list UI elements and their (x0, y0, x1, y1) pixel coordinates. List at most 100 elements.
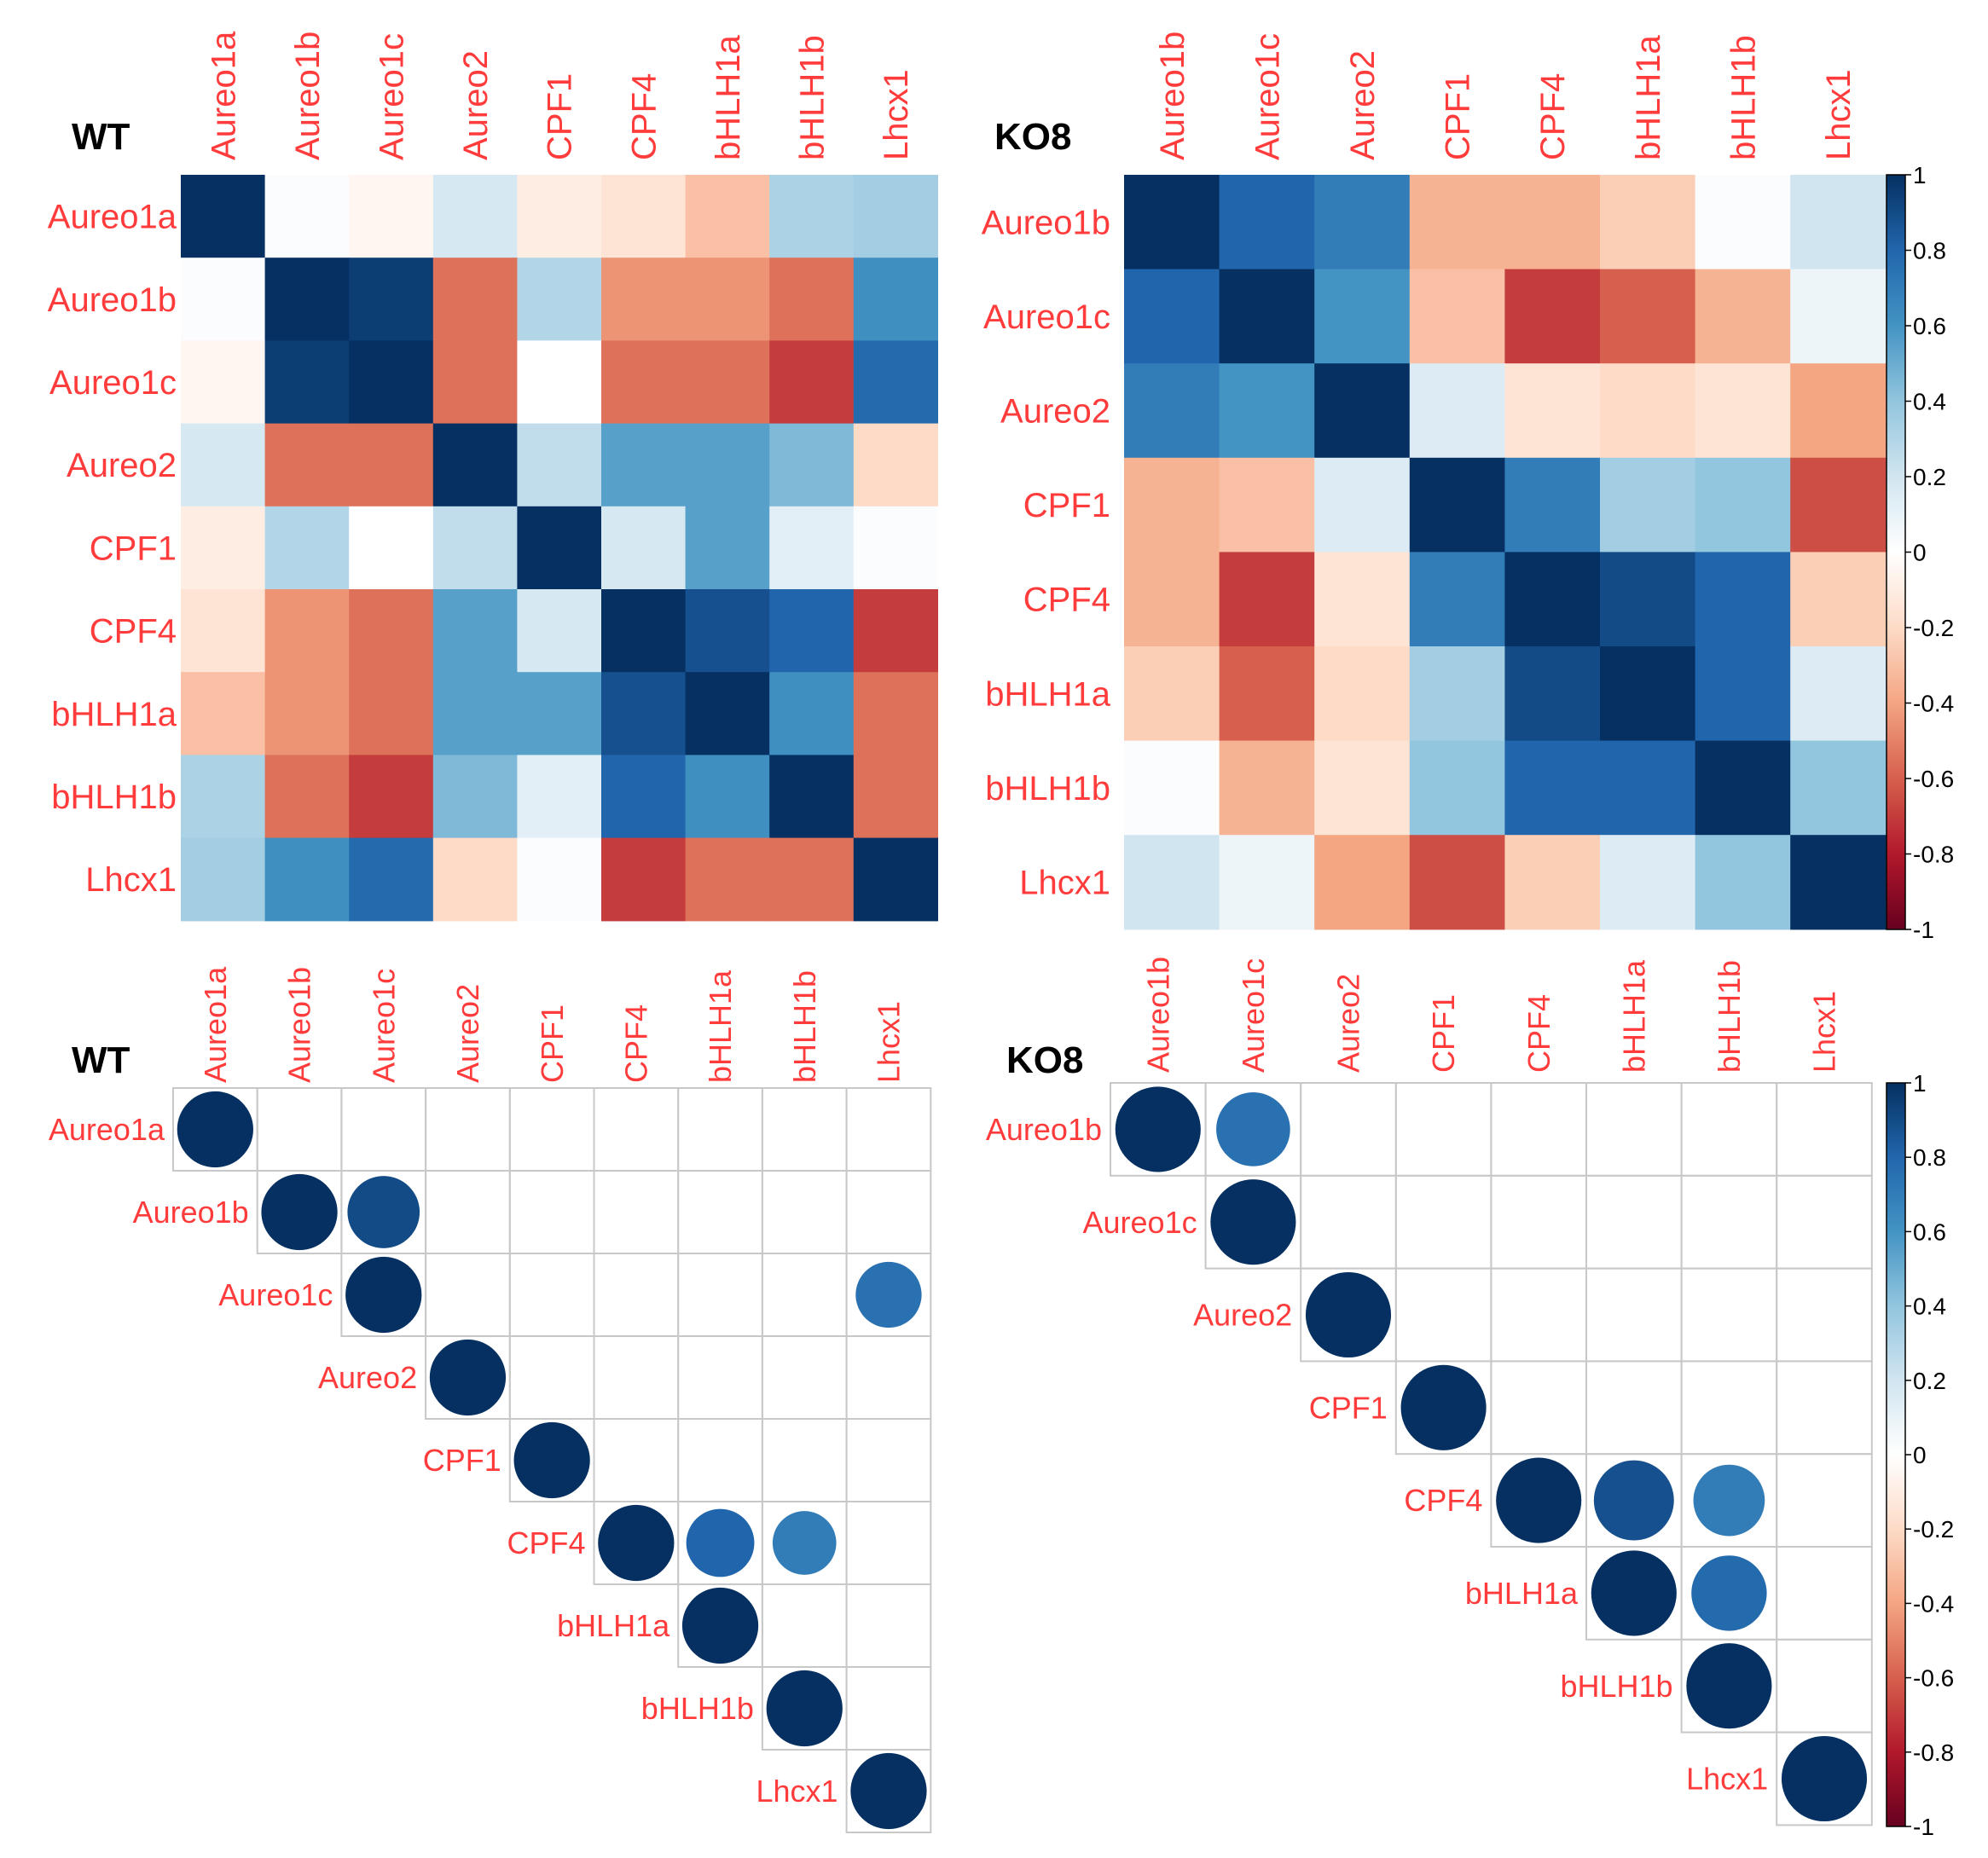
ko8-heatmap-cell-aureo1c-aureo2 (1314, 269, 1411, 364)
wt-circle-grid-cell-aureo1a-aureo1c (340, 1087, 427, 1172)
ko8-heatmap-cell-bhlh1a-cpf1 (1409, 646, 1505, 742)
ko8-heatmap-cell-lhcx1-bhlh1b (1695, 835, 1791, 930)
wt-circle-grid-cell-aureo1c-bhlh1b (761, 1253, 848, 1337)
wt-heatmap-cell-lhcx1-aureo1c (349, 837, 434, 922)
ko8-heatmap-cell-bhlh1b-aureo1b (1124, 740, 1220, 836)
wt-heatmap-cell-aureo1a-aureo1c (349, 175, 434, 258)
wt-heatmap-cell-bhlh1a-aureo1a (181, 672, 266, 755)
wt-heatmap-row-label-aureo1a: Aureo1a (48, 199, 177, 236)
wt-heatmap-cell-bhlh1a-bhlh1b (769, 672, 855, 755)
wt-heatmap-cell-bhlh1a-lhcx1 (853, 672, 938, 755)
ko8-circle-grid-cell-aureo1c-cpf1 (1394, 1174, 1492, 1270)
wt-heatmap-cell-aureo1a-cpf1 (517, 175, 602, 258)
top-colorbar-tick-label: -1 (1913, 917, 1934, 943)
wt-heatmap-cell-aureo2-aureo1c (349, 423, 434, 507)
ko8-circle-grid-cell-aureo1b-cpf1 (1394, 1082, 1492, 1177)
wt-circle-grid-cell-aureo1b-bhlh1b (761, 1170, 848, 1254)
ko8-circle-grid-cell-aureo1b-lhcx1 (1776, 1082, 1873, 1177)
wt-heatmap-cell-aureo1c-cpf1 (517, 340, 602, 425)
wt-circle-grid-cell-aureo1c-bhlh1a (677, 1253, 763, 1337)
wt-heatmap-cell-aureo1b-aureo1b (264, 258, 350, 341)
wt-heatmap-cell-aureo1a-lhcx1 (853, 175, 938, 258)
wt-heatmap-cell-cpf4-aureo1b (264, 589, 350, 673)
wt-heatmap-col-label-aureo1b: Aureo1b (289, 32, 327, 160)
bottom-colorbar-tick-label: -0.8 (1913, 1739, 1954, 1766)
wt-heatmap-cell-aureo1a-bhlh1a (685, 175, 770, 258)
wt-circle-grid-cell-aureo1c-cpf4 (593, 1253, 680, 1337)
ko8-circle-grid-cell-aureo2-cpf4 (1490, 1267, 1588, 1363)
wt-heatmap-cell-aureo2-cpf1 (517, 423, 602, 507)
ko8-heatmap-cell-bhlh1a-bhlh1a (1600, 646, 1696, 742)
wt-circle-row-label-aureo2: Aureo2 (318, 1360, 417, 1395)
wt-circle-cpf1-cpf1 (513, 1421, 590, 1499)
wt-circle-bhlh1a-bhlh1a (681, 1587, 759, 1664)
wt-heatmap-col-label-cpf4: CPF4 (625, 73, 663, 160)
wt-heatmap-cell-cpf4-cpf1 (517, 589, 602, 673)
ko8-circle-grid-cell-bhlh1a-lhcx1 (1776, 1546, 1873, 1641)
ko8-heatmap-cell-lhcx1-bhlh1a (1600, 835, 1696, 930)
ko8-circle-grid-cell-cpf1-lhcx1 (1776, 1360, 1873, 1456)
ko8-heatmap-row-label-bhlh1b: bHLH1b (985, 770, 1110, 807)
wt-circle-grid-cell-aureo1b-lhcx1 (845, 1170, 932, 1254)
wt-heatmap-cell-cpf4-aureo1c (349, 589, 434, 673)
ko8-circle-grid-cell-aureo1c-aureo2 (1300, 1174, 1397, 1270)
ko8-circle-grid-cell-lhcx1-lhcx1 (1776, 1731, 1873, 1826)
wt-heatmap-cell-lhcx1-cpf1 (517, 837, 602, 922)
wt-circle-col-label-bhlh1b: bHLH1b (787, 970, 822, 1083)
wt-circle-col-label-cpf4: CPF4 (618, 1004, 653, 1083)
ko8-heatmap-cell-lhcx1-lhcx1 (1790, 835, 1887, 930)
wt-heatmap-col-label-aureo1a: Aureo1a (205, 31, 242, 160)
wt-heatmap-cell-bhlh1b-aureo1b (264, 755, 350, 839)
wt-heatmap-cell-aureo1c-bhlh1b (769, 340, 855, 425)
wt-circle-row-label-lhcx1: Lhcx1 (756, 1774, 838, 1809)
ko8-heatmap-cell-aureo2-aureo1b (1124, 363, 1220, 459)
ko8-heatmap-cell-cpf1-aureo1c (1219, 457, 1315, 553)
top-colorbar-tick-label: 0.2 (1913, 464, 1946, 490)
wt-heatmap-cell-aureo1b-bhlh1b (769, 258, 855, 341)
wt-circle-grid-cell-aureo1a-aureo1b (256, 1087, 343, 1172)
ko8-circle-grid-cell-aureo2-bhlh1a (1585, 1267, 1683, 1363)
ko8-heatmap-col-label-cpf4: CPF4 (1534, 73, 1572, 160)
wt-circle-grid-cell-aureo1b-cpf4 (593, 1170, 680, 1254)
wt-circle-grid-cell-aureo2-lhcx1 (845, 1335, 932, 1420)
ko8-circle-lhcx1-lhcx1 (1781, 1735, 1868, 1822)
ko8-heatmap-cell-bhlh1b-aureo1c (1219, 740, 1315, 836)
wt-heatmap-cell-aureo1a-aureo2 (432, 175, 518, 258)
ko8-circle-cpf1-cpf1 (1400, 1364, 1487, 1450)
wt-heatmap-cell-aureo2-aureo1a (181, 423, 266, 507)
bottom-colorbar-tick-label: -0.4 (1913, 1590, 1954, 1617)
ko8-heatmap-col-label-cpf1: CPF1 (1440, 73, 1477, 160)
wt-heatmap-cell-bhlh1a-aureo2 (432, 672, 518, 755)
bottom-colorbar-tick-label: 0.2 (1913, 1368, 1946, 1394)
wt-circle-grid-cell-aureo1a-cpf4 (593, 1087, 680, 1172)
ko8-heatmap-col-label-aureo1c: Aureo1c (1249, 33, 1286, 160)
wt-circle-row-label-cpf1: CPF1 (423, 1443, 501, 1478)
ko8-heatmap-cell-aureo1b-cpf1 (1409, 175, 1505, 270)
ko8-heatmap-col-label-lhcx1: Lhcx1 (1820, 69, 1858, 160)
wt-heatmap-cell-cpf1-cpf1 (517, 506, 602, 590)
top-colorbar-tick-label: 0 (1913, 540, 1927, 566)
ko8-heatmap-cell-bhlh1a-aureo1c (1219, 646, 1315, 742)
ko8-heatmap-cell-lhcx1-aureo1c (1219, 835, 1315, 930)
wt-heatmap-cell-bhlh1a-aureo1b (264, 672, 350, 755)
ko8-heatmap-cell-cpf1-lhcx1 (1790, 457, 1887, 553)
wt-heatmap-row-label-cpf1: CPF1 (90, 530, 177, 567)
ko8-circle-col-label-lhcx1: Lhcx1 (1807, 991, 1842, 1073)
wt-circle-aureo1c-lhcx1 (855, 1261, 922, 1328)
wt-heatmap-cell-bhlh1a-aureo1c (349, 672, 434, 755)
top-colorbar-tick-label: -0.8 (1913, 842, 1954, 868)
ko8-circle-grid-cell-aureo1b-cpf4 (1490, 1082, 1588, 1177)
wt-heatmap-row-label-aureo2: Aureo2 (67, 447, 177, 484)
wt-heatmap-cell-aureo1b-aureo1a (181, 258, 266, 341)
wt-heatmap-cell-aureo1c-aureo2 (432, 340, 518, 425)
ko8-circle-grid-cell-cpf4-lhcx1 (1776, 1453, 1873, 1548)
wt-circle-panel: Aureo1a Aureo1a Aureo1b Aureo1b Aureo1c Aureo… (49, 966, 932, 1833)
bottom-colorbar-tick-label: 0.4 (1913, 1294, 1946, 1320)
top-colorbar-tick-label: 1 (1913, 162, 1927, 188)
ko8-heatmap-cell-cpf4-aureo2 (1314, 552, 1411, 647)
wt-circle-aureo1c-aureo1c (345, 1256, 422, 1334)
ko8-heatmap-cell-aureo1b-bhlh1a (1600, 175, 1696, 270)
ko8-heatmap-cell-aureo1b-aureo1c (1219, 175, 1315, 270)
ko8-heatmap-cell-cpf1-bhlh1a (1600, 457, 1696, 553)
ko8-heatmap-row-label-bhlh1a: bHLH1a (985, 675, 1111, 713)
